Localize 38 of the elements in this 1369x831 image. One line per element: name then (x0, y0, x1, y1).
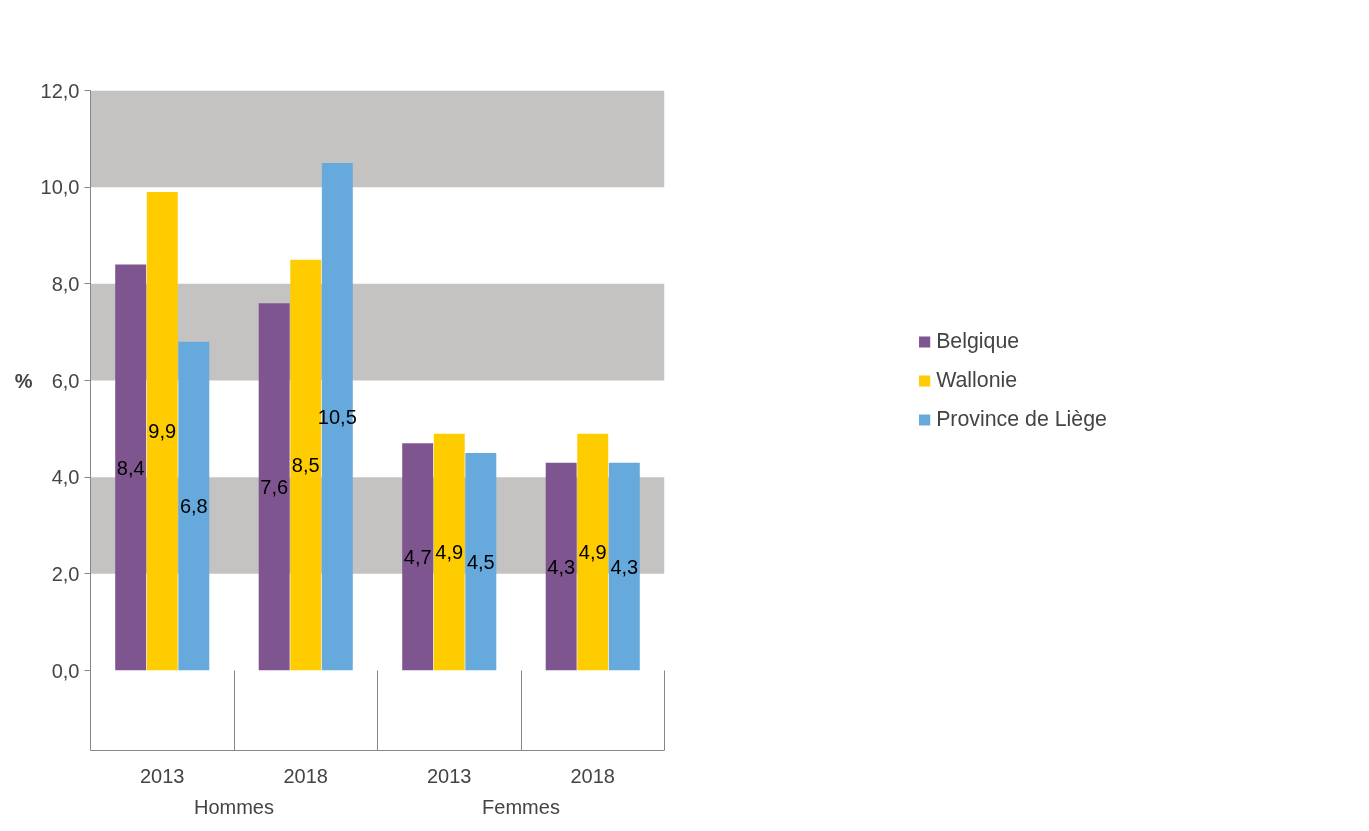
data-label: 4,5 (466, 550, 495, 573)
x-tick-label: 2013 (427, 764, 472, 787)
bar (465, 453, 497, 671)
bar (402, 443, 434, 671)
data-label: 7,6 (260, 475, 289, 498)
bar (258, 303, 290, 671)
x-tick-label: 2018 (283, 764, 328, 787)
legend-label: Belgique (936, 328, 1020, 354)
data-label: 9,9 (148, 420, 177, 443)
data-label: 4,9 (435, 541, 464, 564)
legend-label: Province de Liège (936, 406, 1107, 432)
y-tick-label: 0,0 (51, 659, 80, 682)
text: Femmes (482, 795, 560, 818)
x-tick-label: 2013 (140, 764, 185, 787)
legend-label: Wallonie (936, 367, 1018, 393)
y-tick-label: 10,0 (40, 176, 80, 199)
bar (608, 462, 640, 671)
y-axis-title: % (14, 369, 33, 392)
bar (545, 462, 577, 671)
y-tick-label: 6,0 (51, 369, 80, 392)
data-label: 4,9 (578, 541, 607, 564)
y-tick-label: 4,0 (51, 466, 80, 489)
y-tick-label: 8,0 (51, 272, 80, 295)
y-tick-label: 12,0 (40, 79, 80, 102)
x-tick-label: 2018 (570, 764, 615, 787)
data-label: 6,8 (179, 495, 208, 518)
y-tick-label: 2,0 (51, 562, 80, 585)
data-label: 4,3 (547, 555, 576, 578)
bar (146, 192, 178, 671)
data-label: 8,5 (291, 454, 320, 477)
text: Hommes (194, 795, 275, 818)
bar (577, 433, 609, 671)
data-label: 4,3 (610, 555, 639, 578)
bar (433, 433, 465, 671)
bar (178, 341, 210, 671)
data-label: 8,4 (116, 456, 145, 479)
bar (115, 264, 147, 671)
data-label: 4,7 (403, 545, 432, 568)
